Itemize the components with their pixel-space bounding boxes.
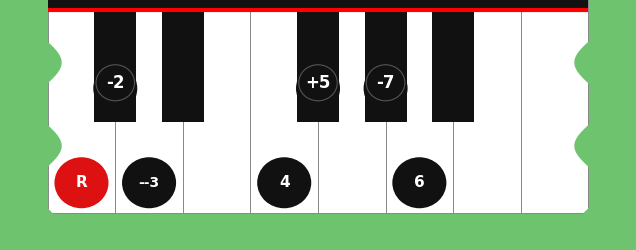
Ellipse shape (96, 65, 135, 101)
Text: -7: -7 (377, 74, 395, 92)
Bar (297, 10, 339, 122)
Bar (521, 0, 588, 212)
Text: -2: -2 (106, 74, 125, 92)
Ellipse shape (364, 65, 408, 112)
Bar (48, 0, 115, 212)
Bar (453, 0, 521, 212)
Text: R: R (76, 175, 87, 190)
Bar (48, 0, 588, 10)
Bar (364, 10, 406, 122)
Bar (115, 0, 183, 212)
Bar (162, 10, 204, 122)
Ellipse shape (366, 65, 405, 101)
Ellipse shape (296, 65, 340, 112)
Ellipse shape (122, 157, 176, 208)
Text: +5: +5 (305, 74, 331, 92)
Polygon shape (574, 0, 636, 250)
Ellipse shape (93, 65, 137, 112)
Polygon shape (0, 0, 62, 250)
Bar (94, 10, 136, 122)
Bar (251, 0, 318, 212)
Ellipse shape (299, 65, 337, 101)
Bar (385, 0, 453, 212)
Text: --3: --3 (139, 176, 160, 190)
Ellipse shape (392, 157, 446, 208)
Bar (183, 0, 251, 212)
Bar (318, 0, 385, 212)
Text: 6: 6 (414, 175, 425, 190)
Ellipse shape (257, 157, 311, 208)
Bar (432, 10, 474, 122)
Ellipse shape (55, 157, 109, 208)
Bar (48, 0, 588, 212)
Text: 4: 4 (279, 175, 289, 190)
